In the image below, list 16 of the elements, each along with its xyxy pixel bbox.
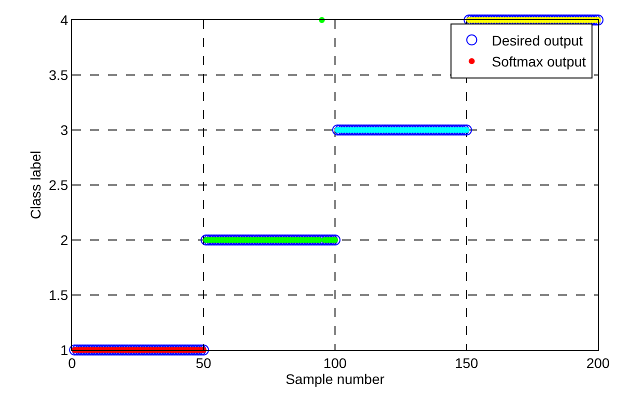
x-tick-label: 150: [454, 354, 478, 371]
x-tick-label: 200: [586, 354, 610, 371]
x-tick-label: 50: [196, 354, 212, 371]
y-axis-title: Class label: [27, 150, 44, 220]
x-tick-label: 0: [68, 354, 76, 371]
y-tick-label: 4: [60, 12, 68, 28]
legend-label: Softmax output: [492, 54, 586, 70]
y-tick-label: 1.5: [48, 286, 68, 303]
y-tick-label: 3: [60, 122, 68, 138]
y-tick-label: 1: [60, 342, 68, 358]
y-tick-label: 2: [60, 232, 68, 248]
x-tick-label: 100: [323, 354, 347, 371]
y-tick-label: 3.5: [48, 66, 68, 83]
legend-label: Desired output: [492, 32, 583, 48]
y-tick-label: 2.5: [48, 176, 68, 193]
x-axis-title: Sample number: [286, 370, 385, 387]
